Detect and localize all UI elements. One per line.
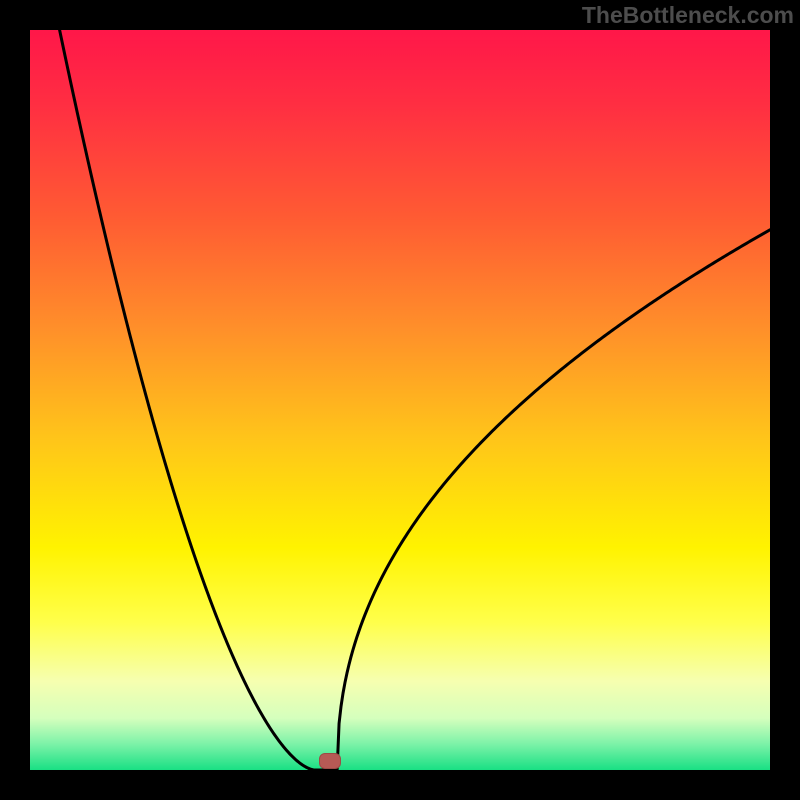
chart-frame: TheBottleneck.com xyxy=(0,0,800,800)
watermark-text: TheBottleneck.com xyxy=(582,2,794,29)
plot-svg xyxy=(30,30,770,770)
optimum-marker xyxy=(319,753,341,769)
plot-area xyxy=(30,30,770,770)
gradient-background xyxy=(30,30,770,770)
